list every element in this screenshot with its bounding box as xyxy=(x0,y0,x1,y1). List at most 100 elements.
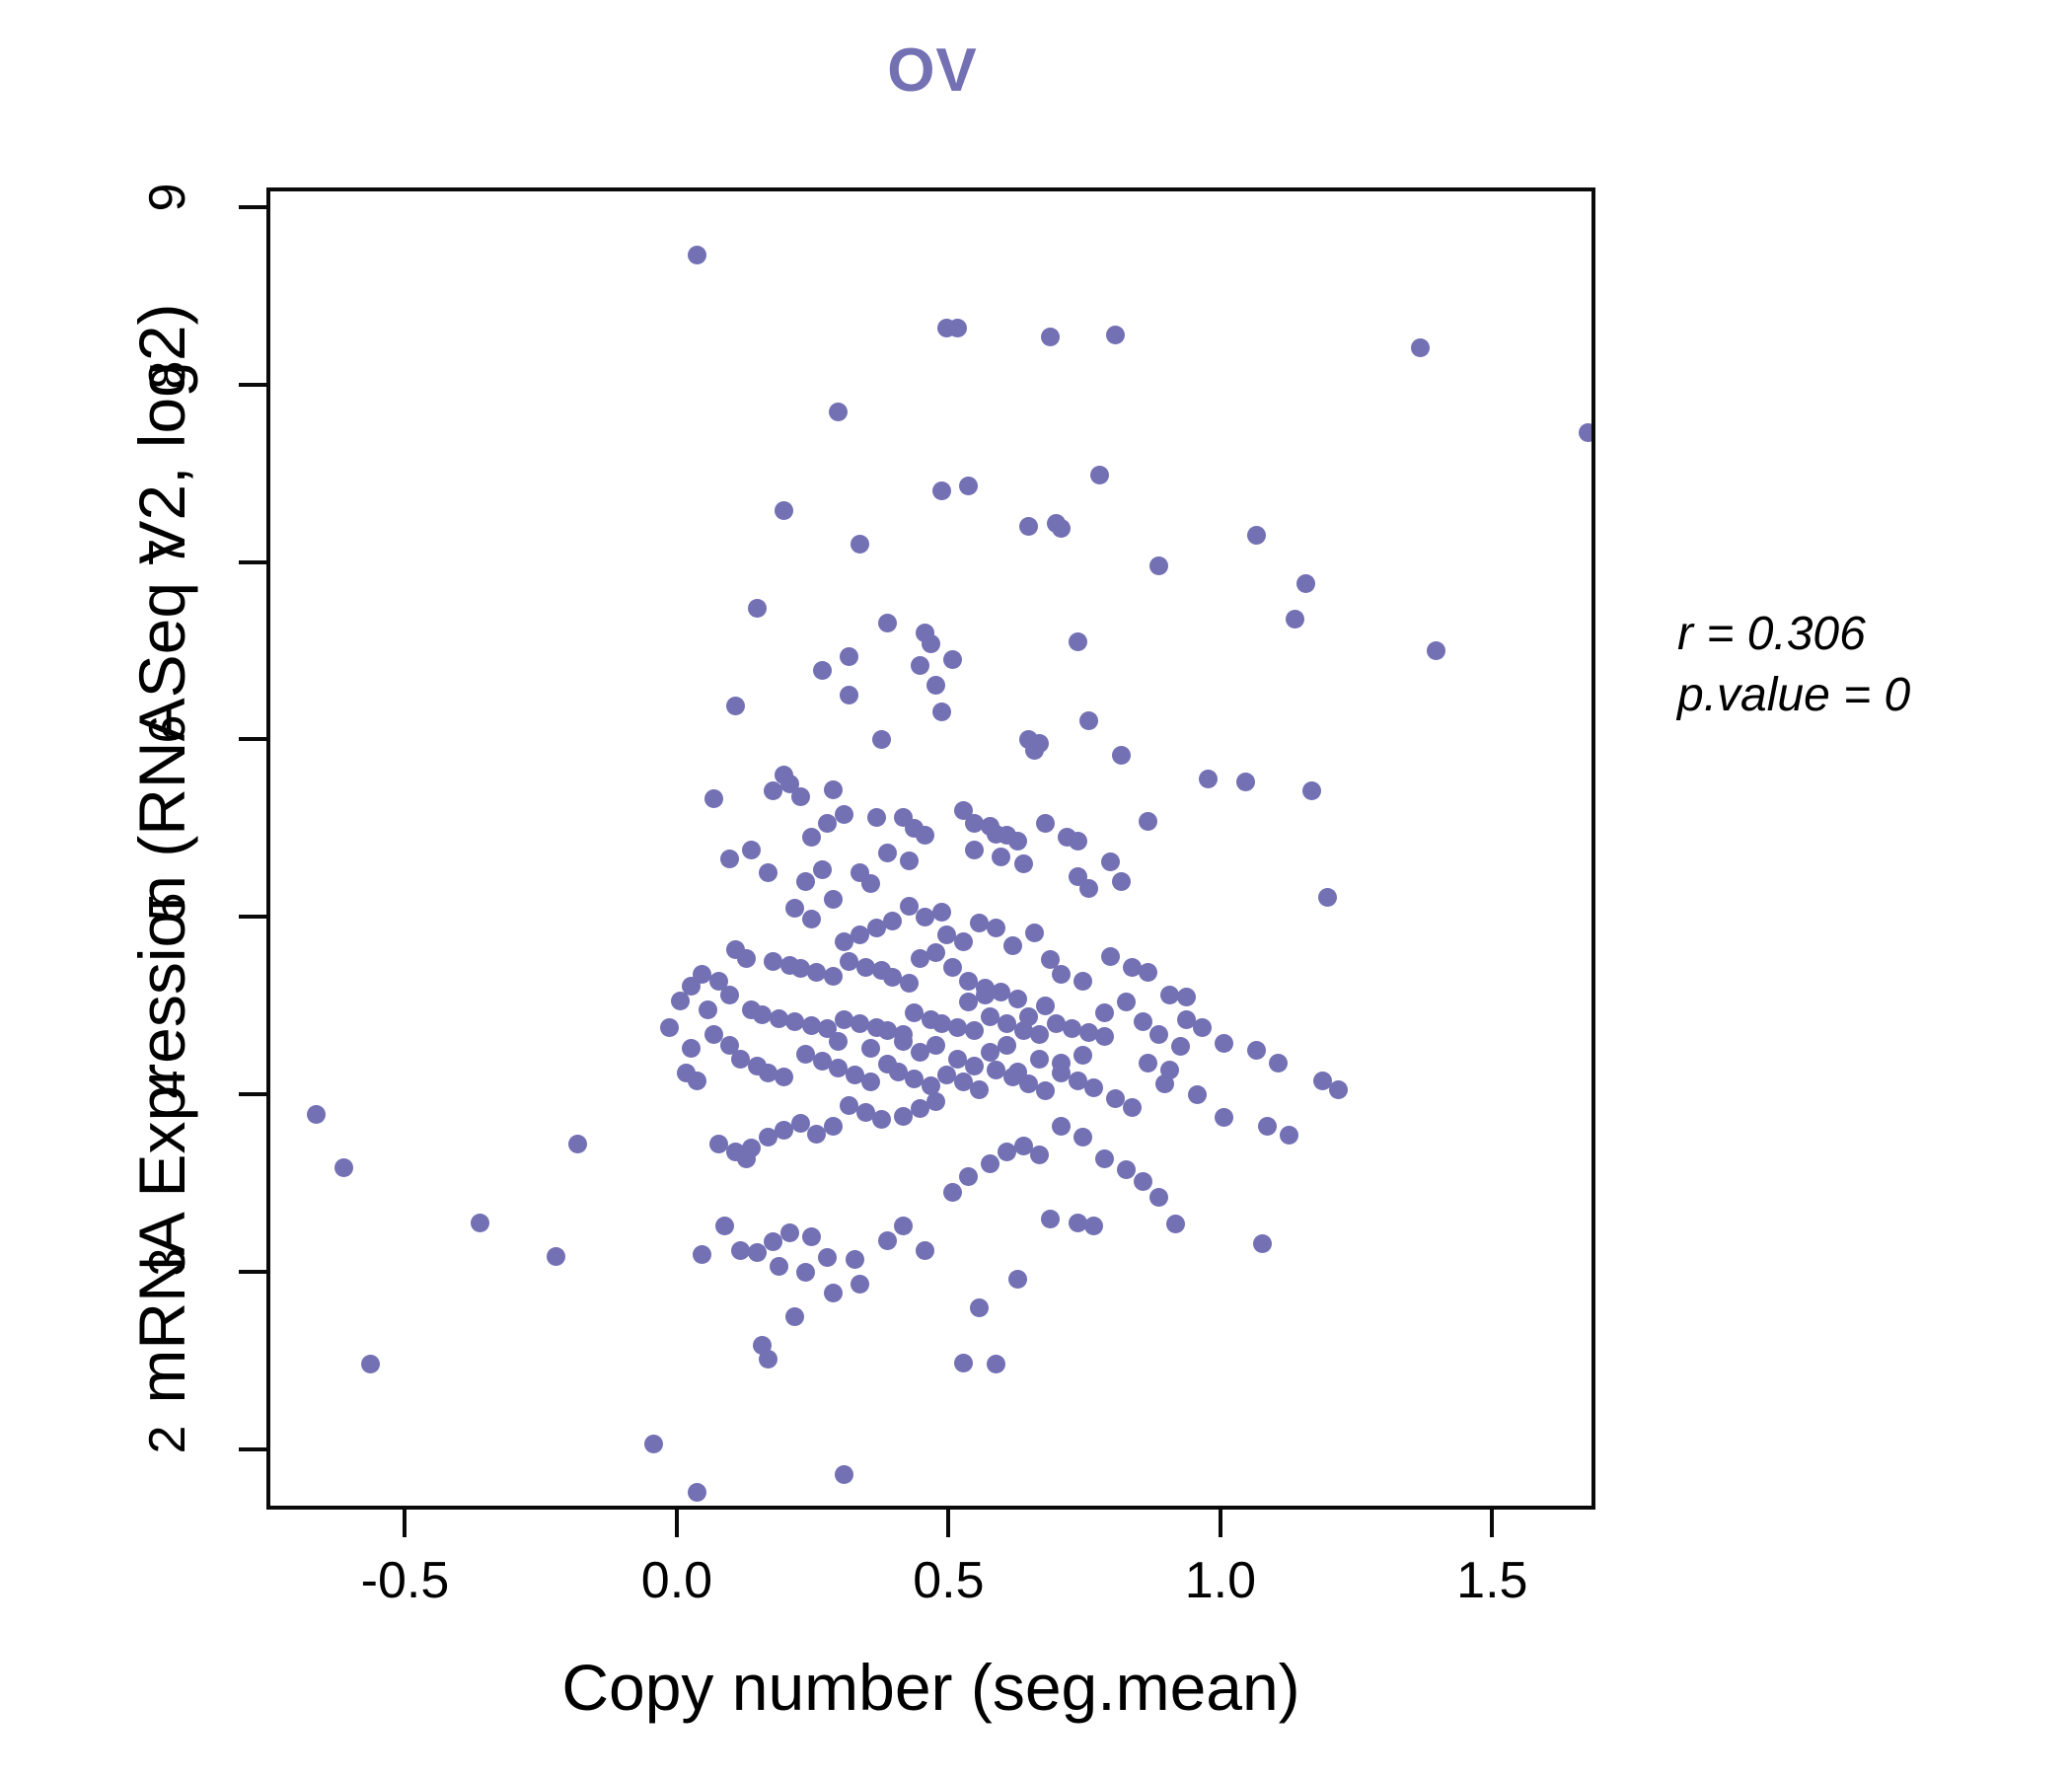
data-point xyxy=(834,804,853,824)
data-point xyxy=(1019,1006,1039,1026)
data-point xyxy=(1139,1053,1158,1073)
data-point xyxy=(1008,989,1027,1008)
data-point xyxy=(1063,1019,1082,1039)
data-point xyxy=(1068,1071,1087,1090)
data-point xyxy=(964,1021,984,1041)
data-point xyxy=(1068,632,1087,652)
data-point xyxy=(959,993,979,1012)
data-point xyxy=(546,1246,565,1266)
data-point xyxy=(959,1166,979,1186)
data-point xyxy=(981,1042,1000,1062)
data-point xyxy=(1019,517,1039,537)
data-point xyxy=(851,1014,870,1034)
data-point xyxy=(1312,1071,1332,1090)
data-point xyxy=(1215,1033,1234,1053)
x-axis-tick-label: 0.0 xyxy=(640,1552,713,1609)
data-point xyxy=(1236,773,1256,792)
data-point xyxy=(1106,1088,1126,1108)
data-point xyxy=(916,908,935,927)
data-point xyxy=(812,859,832,879)
data-point xyxy=(861,1039,881,1059)
data-point xyxy=(921,634,940,654)
data-point xyxy=(1579,423,1591,443)
data-point xyxy=(1111,872,1131,892)
data-point xyxy=(1122,957,1142,977)
data-point xyxy=(758,863,777,883)
data-point xyxy=(1111,746,1131,766)
data-point xyxy=(720,1035,740,1055)
data-point xyxy=(736,1148,756,1168)
page-title: OV xyxy=(887,37,978,105)
data-point xyxy=(834,1010,853,1030)
data-point xyxy=(812,1051,832,1071)
data-point xyxy=(829,402,849,421)
data-point xyxy=(1427,641,1446,661)
data-point xyxy=(1041,327,1061,346)
data-point xyxy=(682,977,702,997)
data-point xyxy=(801,1015,821,1035)
data-point xyxy=(1084,1077,1104,1097)
data-point xyxy=(758,1064,777,1083)
data-point xyxy=(747,1243,767,1263)
data-point xyxy=(807,1124,827,1144)
data-point xyxy=(1149,1024,1169,1044)
data-point xyxy=(975,986,995,1005)
data-point xyxy=(872,730,892,750)
x-axis-tick-label: 0.5 xyxy=(913,1552,985,1609)
data-point xyxy=(1073,971,1093,991)
data-point xyxy=(840,646,859,666)
data-point xyxy=(1008,1270,1027,1290)
data-point xyxy=(1215,1108,1234,1128)
data-point xyxy=(1193,1017,1213,1037)
data-point xyxy=(1078,1023,1098,1043)
data-point xyxy=(1296,574,1315,593)
data-point xyxy=(953,1073,973,1092)
data-point xyxy=(807,962,827,982)
data-point xyxy=(823,779,843,799)
x-axis-tick xyxy=(1490,1510,1495,1537)
data-point xyxy=(910,1099,929,1119)
data-point xyxy=(736,948,756,968)
data-point xyxy=(796,1262,816,1282)
data-point xyxy=(1165,1215,1185,1234)
data-point xyxy=(997,1014,1016,1034)
data-point xyxy=(1013,1137,1033,1156)
data-point xyxy=(851,535,870,555)
data-point xyxy=(753,1335,773,1355)
data-point xyxy=(764,781,783,801)
data-point xyxy=(1052,519,1072,539)
data-point xyxy=(937,925,957,945)
data-point xyxy=(866,808,886,828)
data-point xyxy=(953,1353,973,1372)
data-point xyxy=(834,932,853,952)
data-point xyxy=(948,318,968,337)
data-point xyxy=(829,1032,849,1052)
data-point xyxy=(834,1464,853,1484)
data-point xyxy=(877,613,897,632)
data-point xyxy=(992,847,1011,866)
data-point xyxy=(883,968,903,988)
data-point xyxy=(931,481,951,501)
data-point xyxy=(997,1142,1016,1161)
data-point xyxy=(1095,1026,1115,1046)
data-point xyxy=(1052,964,1072,984)
data-point xyxy=(1041,950,1061,970)
data-point xyxy=(703,788,723,808)
data-point xyxy=(1095,1003,1115,1023)
data-point xyxy=(921,1076,940,1096)
data-point xyxy=(840,952,859,972)
data-point xyxy=(948,1017,968,1037)
data-point xyxy=(829,1059,849,1078)
data-point xyxy=(986,1355,1005,1374)
data-point xyxy=(801,909,821,928)
data-point xyxy=(1176,1010,1196,1030)
y-axis-label: mRNA Expression (RNASeq V2, log2) xyxy=(125,303,198,1404)
data-point xyxy=(877,1021,897,1041)
data-point xyxy=(910,1042,929,1062)
data-point xyxy=(1329,1079,1349,1099)
data-point xyxy=(1280,1126,1299,1146)
data-point xyxy=(785,899,805,919)
data-point xyxy=(948,1050,968,1070)
data-point xyxy=(1073,1046,1093,1066)
